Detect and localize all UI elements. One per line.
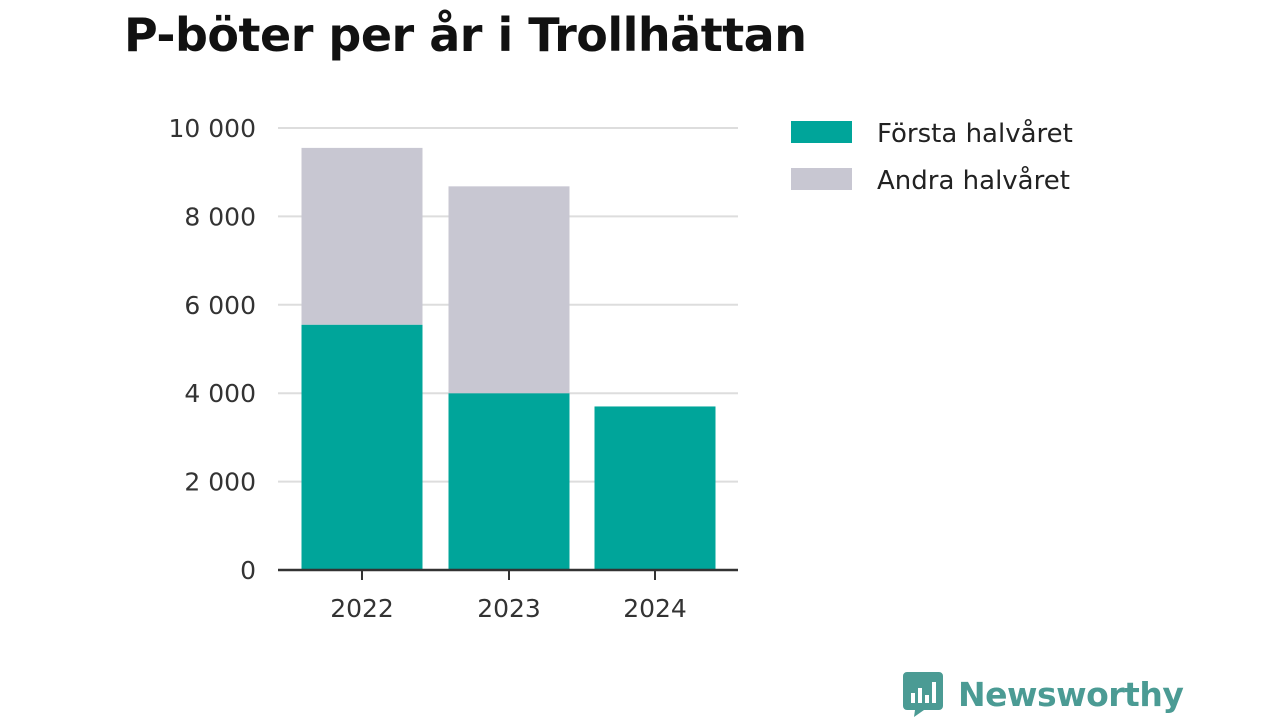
bar-2024-forsta <box>594 406 716 570</box>
legend-swatch <box>791 168 852 190</box>
newsworthy-logo-icon <box>903 672 943 717</box>
x-tick-label: 2024 <box>623 594 687 623</box>
y-tick-label: 2 000 <box>184 468 256 497</box>
axes: 0 2 000 4 000 6 000 8 000 10 000 2022 2023 2024 <box>169 114 738 623</box>
x-tick-label: 2023 <box>477 594 541 623</box>
bar-2022-forsta <box>301 324 423 570</box>
bars <box>301 147 716 570</box>
brand-name: Newsworthy <box>958 674 1184 714</box>
legend-label: Första halvåret <box>877 118 1073 149</box>
bar-2022-andra <box>301 147 423 325</box>
legend: Första halvåret Andra halvåret <box>791 118 1073 196</box>
y-tick-label: 4 000 <box>184 379 256 408</box>
legend-swatch <box>791 121 852 143</box>
newsworthy-logo: Newsworthy <box>902 670 1184 718</box>
y-tick-label: 0 <box>240 556 256 585</box>
chart-title: P-böter per år i Trollhättan <box>124 8 807 62</box>
y-tick-label: 6 000 <box>184 291 256 320</box>
legend-label: Andra halvåret <box>877 165 1070 196</box>
y-tick-label: 8 000 <box>184 202 256 231</box>
bar-2023-forsta <box>448 393 570 570</box>
x-tick-label: 2022 <box>330 594 394 623</box>
bar-2023-andra <box>448 186 570 394</box>
y-tick-label: 10 000 <box>169 114 256 143</box>
